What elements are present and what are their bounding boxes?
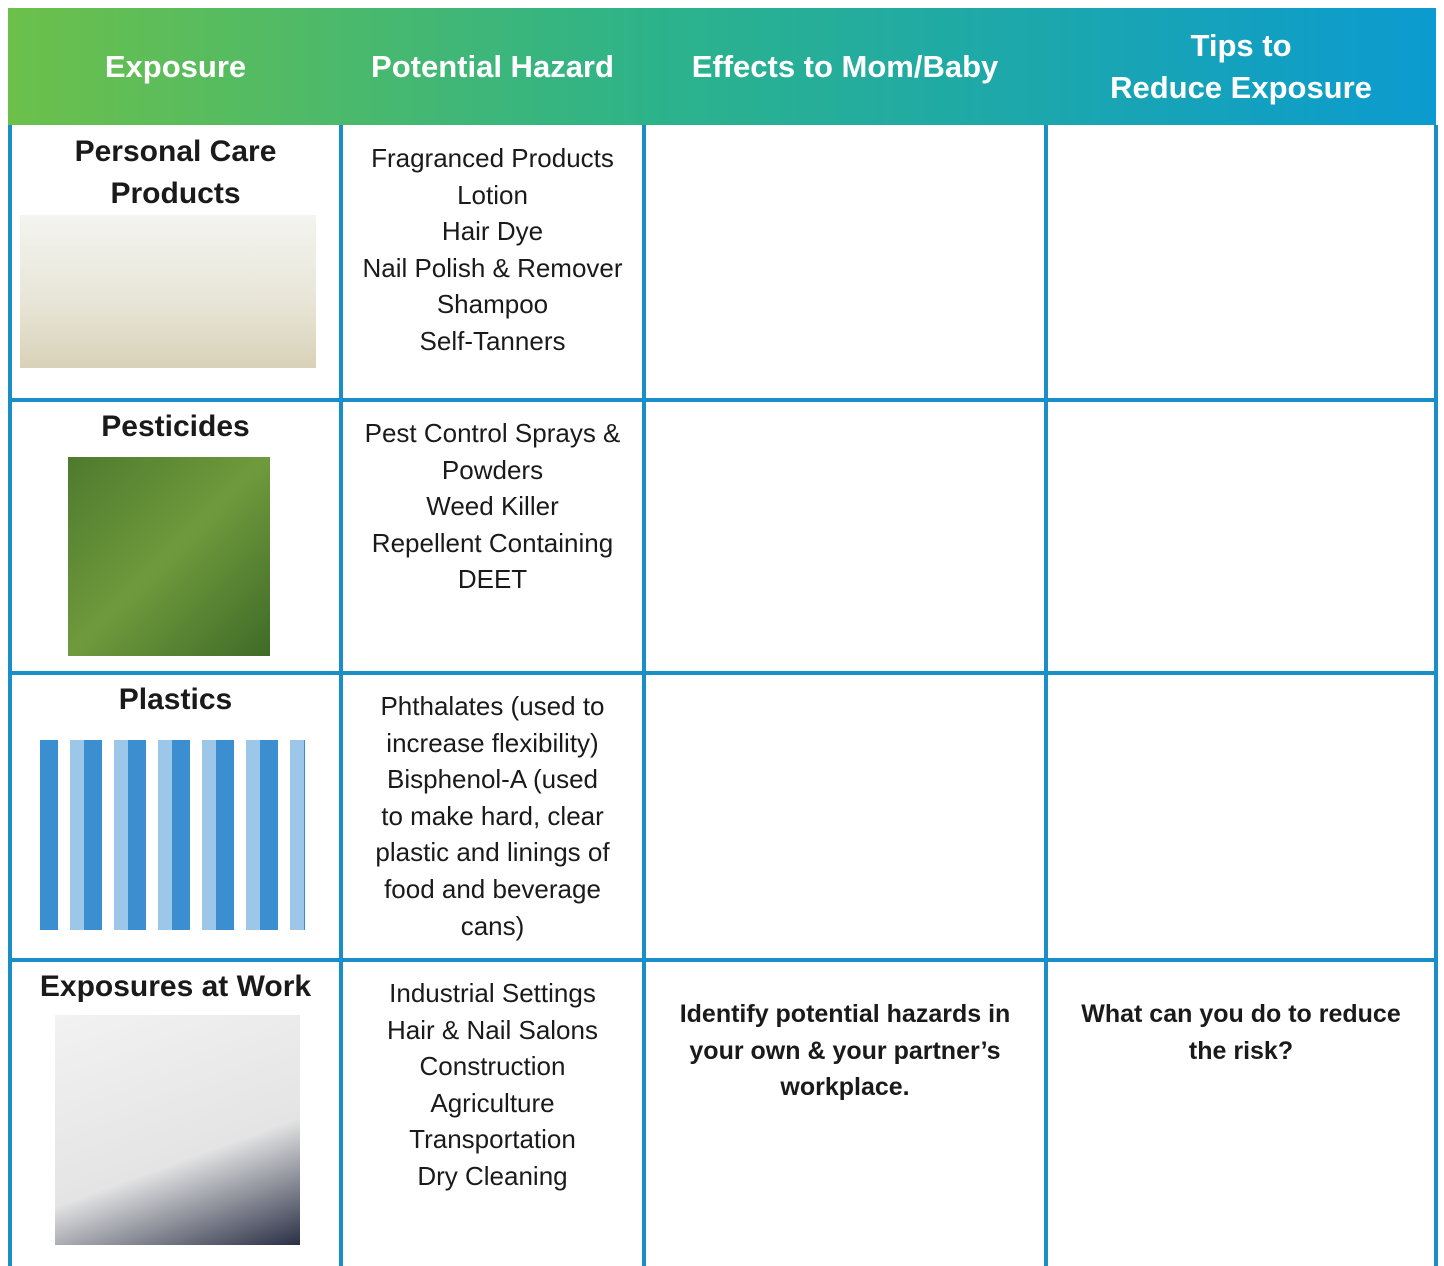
text-line: Bisphenol-A (used <box>386 764 599 795</box>
text-line: Pesticides <box>101 410 250 443</box>
photo <box>40 740 305 930</box>
column-border <box>339 125 343 1266</box>
text-line: Weed Killer <box>426 491 559 522</box>
text-line: Identify potential hazards in <box>679 1000 1011 1028</box>
text-line: Personal Care <box>74 135 277 168</box>
photo <box>68 457 270 656</box>
text-line: DEET <box>457 564 528 595</box>
text-line: Phthalates (used to <box>380 691 605 721</box>
text-line: What can you do to reduce <box>1081 1000 1401 1028</box>
row-border <box>8 958 1438 962</box>
text-line: Exposure <box>104 48 247 84</box>
text-line: Lotion <box>457 179 528 210</box>
column-border <box>8 125 12 1266</box>
text-line: Construction <box>419 1051 566 1082</box>
row-border <box>8 398 1438 402</box>
text-line: the risk? <box>1188 1036 1294 1065</box>
exposure-cell: Pesticides <box>14 406 337 448</box>
text-line: Pest Control Sprays & <box>364 418 621 448</box>
text-line: your own & your partner’s <box>689 1036 1001 1065</box>
hazard-cell: Fragranced Products Lotion Hair Dye Nail Po… <box>345 140 640 360</box>
text-line: Exposures at Work <box>39 970 312 1003</box>
photo <box>20 215 316 368</box>
header-cell: Exposure <box>10 8 341 125</box>
header-cell: Tips to Reduce Exposure <box>1046 8 1436 125</box>
tips-cell: What can you do to reduce the risk? <box>1050 996 1432 1069</box>
text-line: Hair & Nail Salons <box>387 1014 598 1045</box>
exposure-cell: Plastics <box>14 679 337 721</box>
text-line: Fragranced Products <box>371 143 614 173</box>
text-line: Potential Hazard <box>371 48 614 84</box>
text-line: Nail Polish & Remover <box>362 252 623 283</box>
column-border <box>642 125 646 1266</box>
text-line: Repellent Containing <box>371 527 614 558</box>
text-line: food and beverage <box>384 873 601 904</box>
hazard-cell: Phthalates (used to increase flexibility)… <box>345 688 640 944</box>
text-line: Agriculture <box>430 1087 555 1118</box>
header-cell: Potential Hazard <box>341 8 644 125</box>
text-line: Self-Tanners <box>419 325 566 356</box>
text-line: Plastics <box>118 683 233 716</box>
text-line: Tips to <box>1190 27 1292 63</box>
exposure-cell: Exposures at Work <box>14 966 337 1008</box>
text-line: Powders <box>441 454 544 485</box>
text-line: cans) <box>460 910 525 941</box>
hazard-cell: Pest Control Sprays & Powders Weed Killer R… <box>345 415 640 598</box>
column-border <box>1434 125 1438 1266</box>
exposure-cell: Personal Care Products <box>14 131 337 215</box>
text-line: increase flexibility) <box>386 727 599 758</box>
table-header: Exposure Potential Hazard Effects to Mom/B… <box>8 8 1436 125</box>
text-line: workplace. <box>780 1073 910 1102</box>
row-border <box>8 671 1438 675</box>
hazard-cell: Industrial Settings Hair & Nail Salons Con… <box>345 975 640 1195</box>
header-cell: Effects to Mom/Baby <box>644 8 1046 125</box>
text-line: Dry Cleaning <box>417 1160 568 1191</box>
photo <box>55 1015 300 1245</box>
text-line: Products <box>110 177 241 210</box>
column-border <box>1044 125 1048 1266</box>
text-line: Transportation <box>409 1124 576 1155</box>
text-line: Hair Dye <box>441 216 544 247</box>
effects-cell: Identify potential hazards in your own & … <box>648 996 1042 1106</box>
text-line: Shampoo <box>436 289 549 320</box>
text-line: plastic and linings of <box>375 837 610 868</box>
text-line: Effects to Mom/Baby <box>691 48 999 84</box>
text-line: to make hard, clear <box>381 800 604 831</box>
text-line: Industrial Settings <box>389 978 596 1008</box>
text-line: Reduce Exposure <box>1110 69 1372 105</box>
